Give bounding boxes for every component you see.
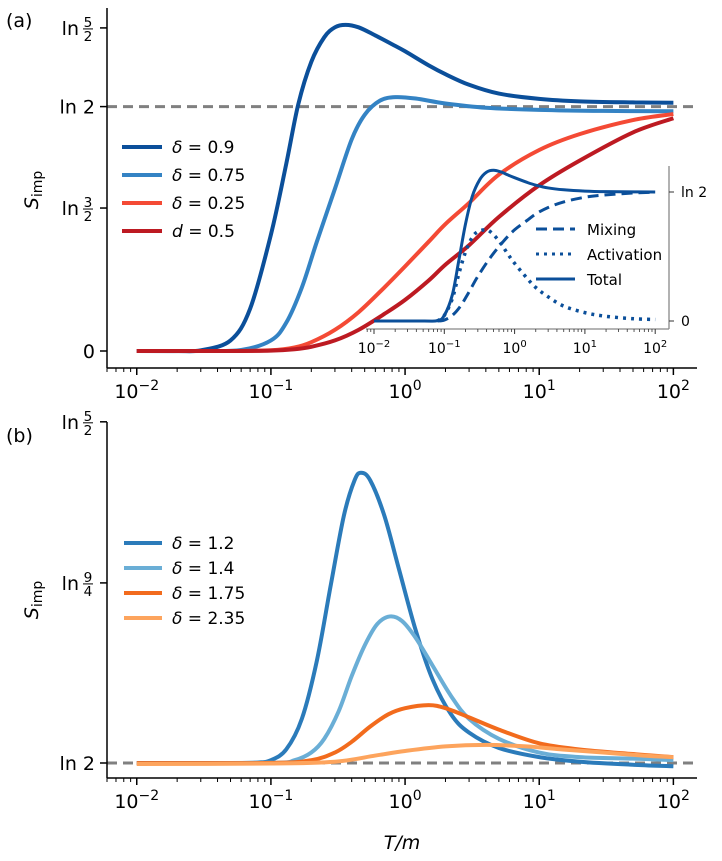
series-line-0-9	[136, 22, 674, 354]
inset-y-tick-label: 0	[681, 314, 690, 330]
x-tick-label-inset: 102	[643, 339, 667, 357]
y-axis-title-text: Simp	[21, 581, 46, 620]
y-tick-label-denominator: 2	[84, 423, 93, 439]
legend-label: d = 0.5	[172, 222, 235, 242]
series-lines	[136, 22, 675, 354]
y-tick-label-numerator: 9	[84, 570, 93, 586]
series-line-d-0-5	[136, 116, 675, 354]
series-lines	[136, 470, 674, 769]
inset-series-lines	[373, 168, 656, 323]
series-line-2-35	[136, 742, 674, 766]
panel-b: (b) 10−2 10−1 100 101 102 ln 2 ln 94 ln 52 δ = 1.…	[6, 409, 697, 854]
inset-legend-label: Activation	[587, 246, 662, 264]
inset-plot: 10−2 10−1 100 101 102 0 ln 2 Mixing Activation T…	[358, 166, 707, 357]
panel-label-b: (b)	[6, 425, 33, 447]
x-tick-label: 101	[523, 788, 556, 813]
panel-label-a: (a)	[6, 10, 32, 32]
y-tick-label: 0	[83, 341, 95, 363]
y-tick-label-denominator: 4	[84, 584, 93, 600]
x-tick-label-inset: 101	[573, 339, 597, 357]
inset-legend: Mixing Activation Total	[536, 221, 662, 289]
x-tick-label-inset: 100	[502, 339, 526, 357]
x-tick-label: 101	[523, 378, 556, 403]
legend: δ = 1.2 δ = 1.4 δ = 1.75 δ = 2.35	[124, 534, 245, 629]
legend-label: δ = 1.75	[172, 584, 245, 604]
y-tick-label-ln: ln	[62, 573, 79, 595]
y-tick-label: ln 52	[62, 409, 93, 439]
inset-axes: 10−2 10−1 100 101 102 0 ln 2	[358, 166, 707, 357]
axes: 10−2 10−1 100 101 102 ln 2 ln 94 ln 52	[60, 409, 697, 813]
y-tick-label: ln 2	[60, 753, 95, 775]
x-axis-title-text: T/m	[384, 832, 421, 854]
y-tick-label-ln: ln	[62, 18, 79, 40]
x-tick-label: 100	[389, 788, 422, 813]
series-line-1-4	[136, 614, 674, 766]
y-axis-title-text: Simp	[21, 171, 46, 210]
inset-y-tick-label: ln 2	[681, 185, 707, 201]
x-tick-label: 10−2	[114, 788, 159, 813]
inset-series-line-total	[373, 168, 656, 323]
y-tick-label-ln: ln	[62, 412, 79, 434]
inset-series-line-mixing	[437, 190, 656, 323]
legend-label: δ = 1.2	[172, 534, 235, 554]
x-tick-label: 10−1	[249, 788, 294, 813]
legend-label: δ = 0.9	[172, 138, 235, 158]
y-tick-label: ln 52	[62, 15, 93, 45]
series-line-0-75	[136, 95, 674, 354]
y-tick-label-denominator: 2	[84, 209, 93, 225]
y-tick-label: ln 94	[62, 570, 93, 600]
legend-label: δ = 0.75	[172, 166, 245, 186]
y-tick-label-numerator: 5	[84, 15, 93, 31]
legend-label: δ = 1.4	[172, 559, 235, 579]
x-tick-label: 102	[657, 788, 690, 813]
x-tick-label: 100	[389, 378, 422, 403]
legend-label: δ = 0.25	[172, 194, 245, 214]
y-tick-label-ln: ln	[62, 198, 79, 220]
y-axis-title: Simp	[21, 581, 46, 620]
series-line-1-2	[136, 470, 674, 769]
y-axis-title: Simp	[21, 171, 46, 210]
x-axis-title: T/m	[384, 832, 421, 854]
legend: δ = 0.9 δ = 0.75 δ = 0.25 d = 0.5	[122, 138, 245, 242]
inset-legend-label: Mixing	[587, 221, 636, 239]
x-tick-label-inset: 10−1	[428, 339, 461, 357]
x-tick-label-inset: 10−2	[358, 339, 391, 357]
x-tick-label: 10−2	[114, 378, 159, 403]
y-tick-label: ln 32	[62, 195, 93, 225]
x-tick-label: 102	[657, 378, 690, 403]
y-tick-label-numerator: 5	[84, 409, 93, 425]
y-tick-label-numerator: 3	[84, 195, 93, 211]
y-tick-label: ln 2	[60, 97, 95, 119]
x-tick-label: 10−1	[249, 378, 294, 403]
legend-label: δ = 2.35	[172, 609, 245, 629]
series-line-1-75	[136, 703, 674, 766]
inset-legend-label: Total	[586, 271, 622, 289]
y-tick-label-denominator: 2	[84, 29, 93, 45]
